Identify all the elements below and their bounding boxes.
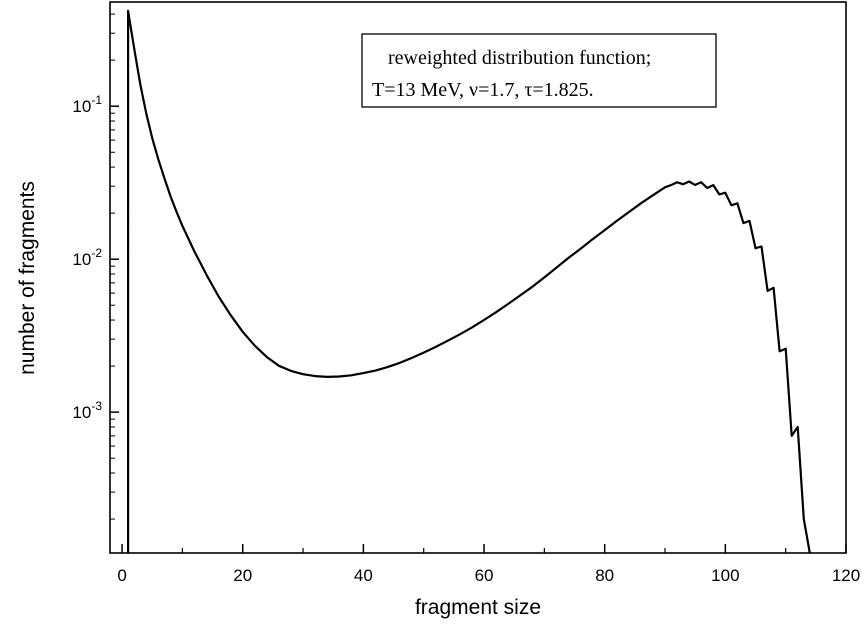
x-tick-label: 0 — [117, 566, 126, 585]
annotation-frame — [361, 33, 717, 108]
x-tick-label: 80 — [595, 566, 614, 585]
y-tick-label: 10-1 — [72, 93, 102, 116]
x-axis-label: fragment size — [415, 596, 541, 619]
y-tick-label: 10-2 — [72, 246, 102, 269]
x-tick-label: 120 — [832, 566, 860, 585]
x-tick-label: 20 — [233, 566, 252, 585]
y-tick-label: 10-3 — [72, 399, 102, 422]
plot-frame — [109, 1, 847, 554]
y-axis-ticks: 10-1 10-2 10-3 — [72, 13, 119, 520]
series-line — [127, 9, 811, 554]
x-tick-label: 60 — [475, 566, 494, 585]
annotation-line-1: reweighted distribution function; — [388, 47, 651, 69]
x-tick-label: 40 — [354, 566, 373, 585]
annotation-line-2: T=13 MeV, ν=1.7, τ=1.825. — [372, 79, 594, 101]
annotation-box: reweighted distribution function; T=13 M… — [361, 33, 717, 108]
x-tick-label: 100 — [711, 566, 739, 585]
x-axis-ticks: 0 20 40 60 80 100 120 — [117, 544, 860, 585]
y-axis-label: number of fragments — [16, 181, 39, 375]
